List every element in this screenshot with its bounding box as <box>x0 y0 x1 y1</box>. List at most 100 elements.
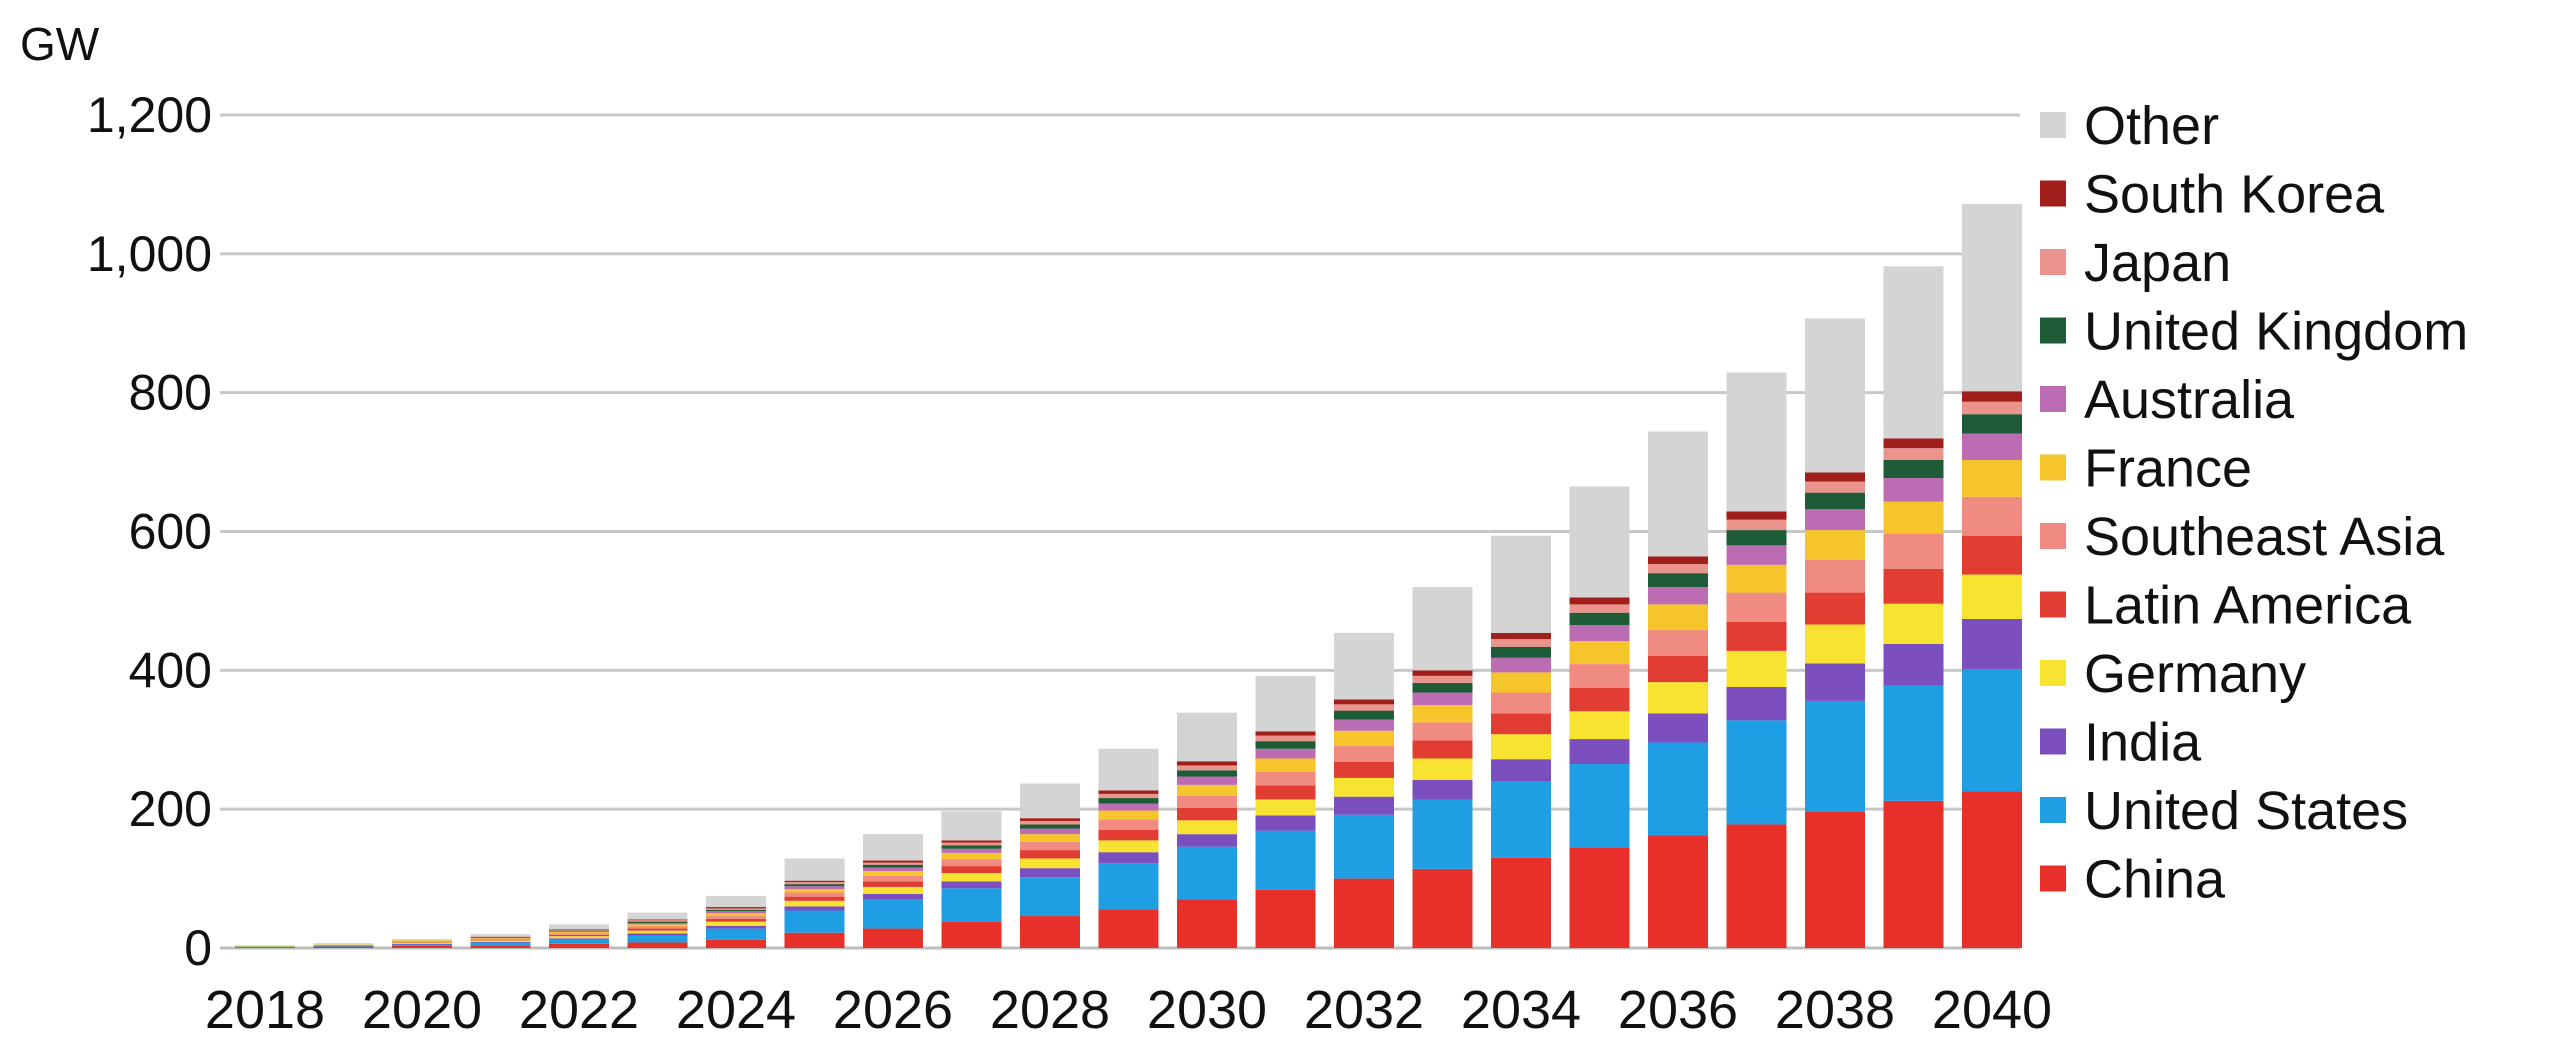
bar-south-korea-2034 <box>1491 632 1551 640</box>
legend-swatch <box>2040 797 2066 823</box>
bar-japan-2029 <box>1098 793 1159 799</box>
bar-france-2032 <box>1334 730 1394 746</box>
bar-south-korea-2032 <box>1334 699 1394 705</box>
bar-latin-america-2025 <box>784 896 845 901</box>
bar-india-2033 <box>1412 780 1473 800</box>
bar-japan-2034 <box>1491 639 1551 647</box>
bar-france-2038 <box>1805 530 1865 560</box>
bar-australia-2026 <box>863 867 923 871</box>
bar-united-kingdom-2039 <box>1883 460 1944 479</box>
legend-swatch <box>2040 591 2066 618</box>
bar-united-states-2029 <box>1098 863 1159 910</box>
x-tick-label: 2032 <box>1304 980 1424 1040</box>
x-tick-label: 2020 <box>362 980 482 1040</box>
bar-south-korea-2037 <box>1726 511 1787 520</box>
bar-united-kingdom-2028 <box>1020 824 1080 829</box>
bar-southeast-asia-2025 <box>784 892 845 897</box>
bar-france-2023 <box>627 924 688 927</box>
bar-latin-america-2027 <box>941 866 1002 874</box>
bar-united-states-2033 <box>1412 799 1473 869</box>
bar-china-2024 <box>706 939 766 948</box>
bar-other-2032 <box>1334 632 1394 700</box>
bar-other-2027 <box>941 811 1002 841</box>
bar-france-2022 <box>549 932 609 934</box>
bar-france-2033 <box>1412 705 1473 723</box>
bar-australia-2030 <box>1177 776 1237 785</box>
y-tick-label: 0 <box>184 920 212 976</box>
bar-australia-2036 <box>1648 587 1708 605</box>
bar-other-2025 <box>784 858 845 881</box>
bar-latin-america-2029 <box>1098 829 1159 841</box>
bar-japan-2036 <box>1648 564 1708 574</box>
bar-latin-america-2038 <box>1805 592 1865 625</box>
bar-germany-2031 <box>1255 799 1316 816</box>
bar-united-states-2034 <box>1491 781 1551 858</box>
bar-china-2031 <box>1255 889 1316 948</box>
bar-united-kingdom-2035 <box>1569 612 1630 626</box>
bar-other-2040 <box>1962 203 2022 392</box>
x-tick-label: 2038 <box>1775 980 1895 1040</box>
bar-united-states-2027 <box>941 888 1002 922</box>
legend-item-france: France <box>2040 439 2252 499</box>
legend-item-japan: Japan <box>2040 233 2231 293</box>
bar-china-2037 <box>1726 824 1787 948</box>
bar-other-2037 <box>1726 372 1787 512</box>
bar-southeast-asia-2022 <box>549 933 609 935</box>
bar-united-states-2019 <box>313 945 374 947</box>
bar-australia-2038 <box>1805 509 1865 531</box>
x-tick-label: 2026 <box>833 980 953 1040</box>
bar-stack-2037 <box>1726 372 1787 948</box>
bar-latin-america-2035 <box>1569 687 1630 712</box>
bar-china-2025 <box>784 932 845 948</box>
bar-southeast-asia-2035 <box>1569 664 1630 688</box>
bar-india-2040 <box>1962 618 2022 669</box>
legend-swatch <box>2040 660 2066 686</box>
bar-australia-2031 <box>1255 748 1316 759</box>
bar-germany-2030 <box>1177 820 1237 835</box>
legend-swatch <box>2040 317 2066 344</box>
bar-united-states-2023 <box>627 935 688 943</box>
bar-china-2033 <box>1412 868 1473 948</box>
bar-united-kingdom-2023 <box>627 921 688 924</box>
bar-china-2029 <box>1098 909 1159 948</box>
bar-southeast-asia-2021 <box>470 938 531 940</box>
bar-france-2030 <box>1177 784 1237 796</box>
bar-united-states-2018 <box>235 946 295 948</box>
bar-united-kingdom-2040 <box>1962 414 2022 434</box>
bar-latin-america-2028 <box>1020 850 1080 859</box>
bar-australia-2033 <box>1412 692 1473 706</box>
bar-stack-2024 <box>706 895 766 948</box>
bar-germany-2019 <box>313 944 374 946</box>
bar-germany-2026 <box>863 886 923 894</box>
bar-other-2038 <box>1805 318 1865 473</box>
bar-latin-america-2040 <box>1962 535 2022 575</box>
bar-stack-2030 <box>1177 712 1237 948</box>
bar-australia-2024 <box>706 911 766 914</box>
bar-india-2021 <box>470 941 531 943</box>
bar-other-2030 <box>1177 712 1237 762</box>
bar-germany-2035 <box>1569 711 1630 740</box>
bar-india-2037 <box>1726 686 1787 721</box>
bar-latin-america-2023 <box>627 928 688 931</box>
bar-latin-america-2031 <box>1255 785 1316 800</box>
bar-united-states-2022 <box>549 939 609 944</box>
bar-china-2019 <box>313 946 374 948</box>
bar-southeast-asia-2036 <box>1648 630 1708 656</box>
bar-latin-america-2022 <box>549 934 609 937</box>
bar-france-2036 <box>1648 604 1708 631</box>
legend-swatch <box>2040 112 2066 138</box>
bar-united-kingdom-2036 <box>1648 573 1708 588</box>
bar-stack-2018 <box>235 945 295 948</box>
bar-china-2038 <box>1805 811 1865 948</box>
bar-france-2024 <box>706 913 766 917</box>
bar-india-2025 <box>784 906 845 911</box>
bar-japan-2027 <box>941 842 1002 846</box>
bar-united-kingdom-2029 <box>1098 798 1159 804</box>
bar-japan-2024 <box>706 908 766 910</box>
bar-southeast-asia-2027 <box>941 859 1002 867</box>
bar-united-kingdom-2025 <box>784 884 845 887</box>
bar-stack-2021 <box>470 934 531 948</box>
bar-stack-2038 <box>1805 318 1865 948</box>
bar-united-kingdom-2031 <box>1255 741 1316 749</box>
bar-australia-2039 <box>1883 478 1944 502</box>
